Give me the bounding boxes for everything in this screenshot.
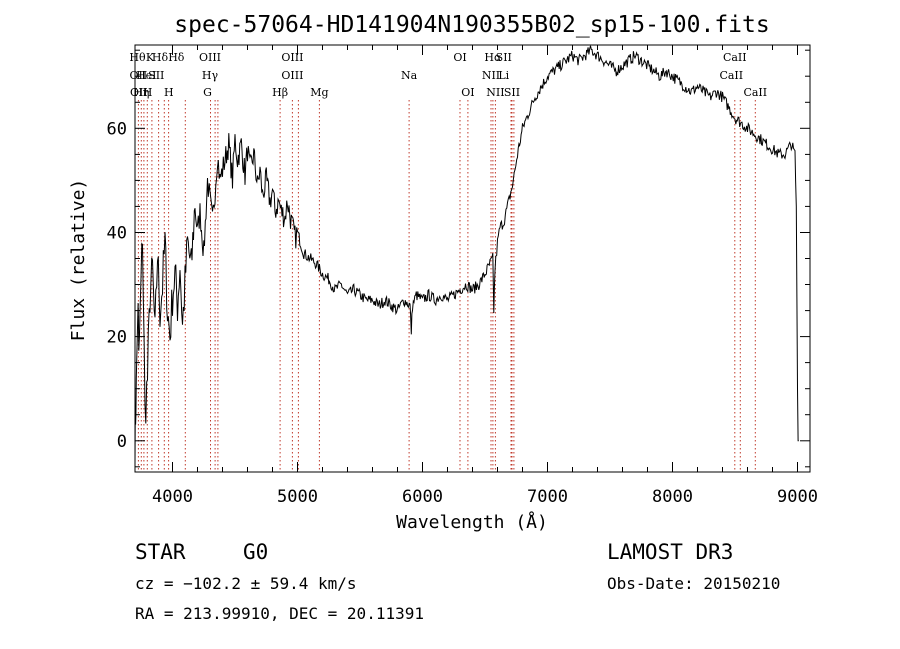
- object-class: STAR: [135, 540, 186, 564]
- x-tick-label: 5000: [277, 487, 318, 507]
- line-label: Hδ: [152, 51, 169, 64]
- y-tick-label: 20: [107, 328, 127, 348]
- line-label: Li: [498, 69, 509, 82]
- line-label: CaII: [743, 86, 767, 99]
- line-label: G: [203, 86, 212, 99]
- y-tick-label: 40: [107, 224, 127, 244]
- redshift-velocity: cz = −102.2 ± 59.4 km/s: [135, 574, 357, 593]
- line-label: Hγ: [202, 69, 219, 82]
- survey-name: LAMOST DR3: [607, 540, 734, 564]
- line-label: HeI: [136, 69, 156, 82]
- x-tick-label: 6000: [402, 487, 443, 507]
- line-label: Na: [401, 69, 418, 82]
- y-axis-label: Flux (relative): [68, 179, 89, 342]
- line-label: OII: [130, 69, 148, 82]
- observation-date: Obs-Date: 20150210: [607, 574, 781, 593]
- line-label: OIII: [281, 51, 303, 64]
- line-label: CaII: [719, 69, 743, 82]
- line-label: OI: [453, 51, 466, 64]
- y-tick-label: 60: [107, 119, 127, 139]
- line-label: NII: [482, 69, 500, 82]
- x-tick-label: 9000: [777, 487, 818, 507]
- line-label: SII: [496, 51, 512, 64]
- x-axis-ticks: 4000 5000 6000 7000 8000 9000: [152, 45, 818, 507]
- line-label: Hα: [484, 51, 502, 64]
- line-label: Hβ: [272, 86, 288, 99]
- line-label: OII: [130, 86, 148, 99]
- line-label: K: [146, 51, 155, 64]
- object-subclass: G0: [243, 540, 269, 564]
- line-label: Hδ: [168, 51, 185, 64]
- x-axis-label: Wavelength (Å): [396, 511, 548, 533]
- line-label: NII: [486, 86, 504, 99]
- line-label: H: [143, 86, 153, 99]
- line-label: OI: [461, 86, 474, 99]
- x-tick-label: 4000: [152, 487, 193, 507]
- chart-title: spec-57064-HD141904N190355B02_sp15-100.f…: [174, 12, 769, 38]
- line-label: OIII: [281, 69, 303, 82]
- line-label: Mg: [310, 86, 328, 99]
- y-axis-ticks: 0 20 40 60: [107, 49, 810, 468]
- y-tick-label: 0: [117, 432, 127, 452]
- line-label: SII: [148, 69, 164, 82]
- line-label: SII: [504, 86, 520, 99]
- line-label: CaII: [723, 51, 747, 64]
- line-label: Hη: [133, 86, 149, 99]
- line-label: OIII: [199, 51, 221, 64]
- spectrum-line: [134, 45, 799, 465]
- x-tick-label: 7000: [527, 487, 568, 507]
- line-label: H: [164, 86, 174, 99]
- plot-background: [135, 45, 810, 472]
- line-label: Hθ: [129, 51, 146, 64]
- sky-coordinates: RA = 213.99910, DEC = 20.11391: [135, 604, 424, 623]
- x-tick-label: 8000: [652, 487, 693, 507]
